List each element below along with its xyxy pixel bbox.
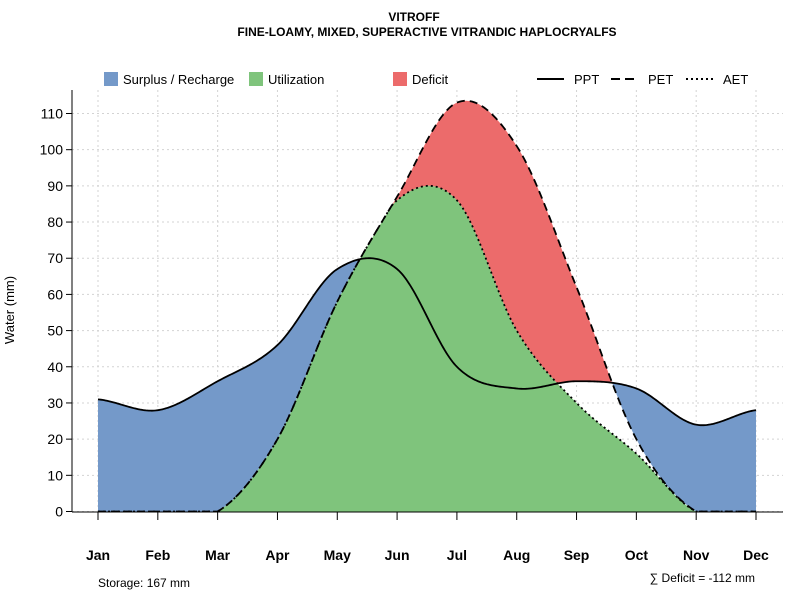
legend-swatch-2 [393,72,407,86]
area-fills [98,100,756,512]
deficit-area [98,100,756,512]
x-tick-label: Oct [625,547,649,563]
y-tick-label: 10 [47,467,63,483]
axes: 0 10 20 30 40 50 60 70 80 90 100 110 Jan Feb Mar Apr May… [40,90,783,563]
y-tick-label: 70 [47,250,63,266]
x-tick-label: May [324,547,351,563]
utilization-area-upper [98,185,756,426]
y-tick-label: 0 [55,504,63,520]
legend-label-0: Surplus / Recharge [123,72,234,87]
x-tick-label: Mar [205,547,230,563]
utilization-area-base [98,258,756,512]
y-tick-label: 110 [41,106,64,122]
y-tick-label: 100 [40,142,64,158]
legend-label-aet: AET [723,72,748,87]
legend-label-ppt: PPT [574,72,599,87]
y-tick-label: 50 [47,323,63,339]
y-tick-label: 30 [47,395,63,411]
x-tick-label: Jun [385,547,410,563]
y-tick-label: 80 [47,214,63,230]
x-tick-label: Jan [86,547,110,563]
chart-subtitle: FINE-LOAMY, MIXED, SUPERACTIVE VITRANDIC… [237,25,616,39]
y-tick-label: 90 [47,178,63,194]
x-tick-label: Apr [265,547,290,563]
legend-label-2: Deficit [412,72,449,87]
storage-annotation: Storage: 167 mm [98,576,190,590]
x-tick-label: Jul [447,547,467,563]
legend-swatch-0 [104,72,118,86]
legend-label-pet: PET [648,72,673,87]
x-tick-label: Sep [564,547,590,563]
legend-label-1: Utilization [268,72,324,87]
x-tick-label: Dec [743,547,769,563]
deficit-annotation: ∑ Deficit = -112 mm [650,571,755,585]
legend-swatch-1 [249,72,263,86]
x-tick-label: Nov [683,547,710,563]
surplus-area [98,100,756,512]
y-tick-label: 20 [47,431,63,447]
series-line-aet [98,184,756,513]
y-axis-label: Water (mm) [2,276,17,344]
chart-title: VITROFF [388,10,439,24]
x-tick-label: Feb [145,547,170,563]
series-line-ppt [97,257,757,427]
legend: Surplus / Recharge Utilization Deficit PPT P… [104,72,748,87]
y-tick-label: 60 [47,286,63,302]
y-tick-label: 40 [47,359,63,375]
x-tick-label: Aug [503,547,530,563]
